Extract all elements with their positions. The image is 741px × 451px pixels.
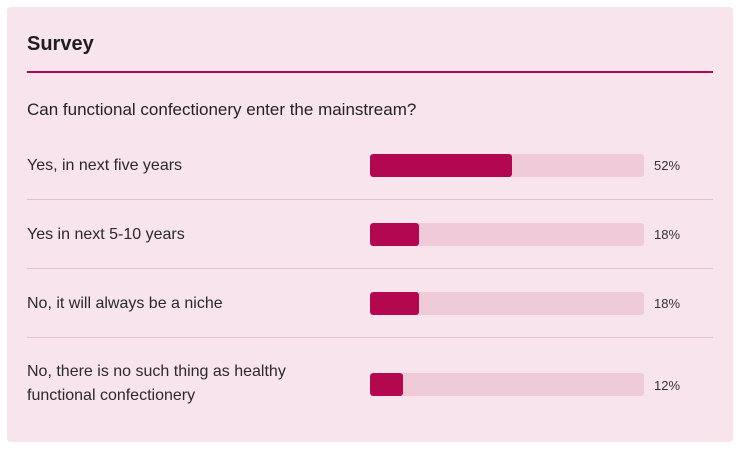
option-percent: 18% <box>654 296 681 311</box>
title-divider <box>27 71 713 73</box>
option-bar-fill <box>370 373 403 396</box>
survey-option-3: No, it will always be a niche 18% <box>27 269 713 338</box>
option-bar-track <box>370 223 644 246</box>
option-label: Yes, in next five years <box>27 157 183 174</box>
survey-option-2: Yes in next 5-10 years 18% <box>27 200 713 269</box>
option-percent: 12% <box>654 378 681 393</box>
option-bar-track <box>370 292 644 315</box>
survey-option-4: No, there is no such thing as healthy fu… <box>27 338 713 438</box>
option-percent: 52% <box>654 158 681 173</box>
option-bar-track <box>370 154 644 177</box>
option-label: No, it will always be a niche <box>27 295 223 312</box>
survey-option-1: Yes, in next five years 52% <box>27 133 713 200</box>
option-bar-fill <box>370 154 513 177</box>
option-label: No, there is no such thing as healthy fu… <box>27 363 286 404</box>
option-label: Yes in next 5-10 years <box>27 226 185 243</box>
survey-question: Can functional confectionery enter the m… <box>27 100 417 119</box>
option-bar-fill <box>370 223 420 246</box>
survey-card: Survey Can functional confectionery ente… <box>7 7 733 442</box>
option-percent: 18% <box>654 227 681 242</box>
option-bar-track <box>370 373 644 396</box>
option-bar-fill <box>370 292 420 315</box>
survey-title: Survey <box>27 33 94 55</box>
